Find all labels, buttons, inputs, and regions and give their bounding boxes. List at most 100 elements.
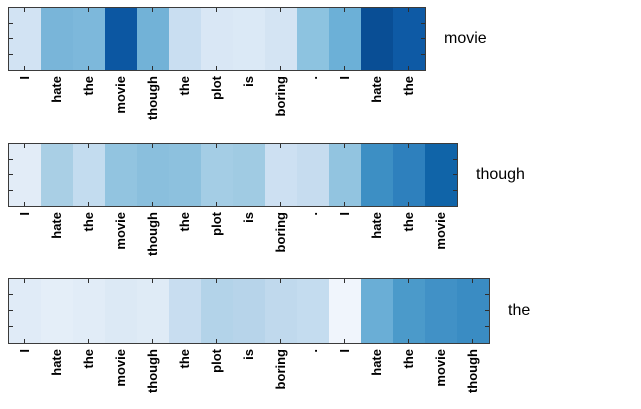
heatmap-cell-movie: [105, 144, 137, 206]
x-tick-label: I: [337, 76, 353, 80]
x-axis-tick: [88, 8, 89, 12]
x-tick-label: hate: [369, 76, 385, 103]
heatmap-cell-the: [73, 8, 105, 70]
x-tick-label: movie: [113, 349, 129, 387]
x-axis-tick: [344, 144, 345, 148]
heatmap-cell-the: [169, 8, 201, 70]
y-axis-tick: [485, 326, 489, 327]
y-axis-tick: [9, 189, 13, 191]
x-axis-tick: [24, 8, 25, 12]
x-axis-tick: [280, 339, 281, 343]
x-tick-label: boring: [273, 76, 289, 117]
heatmap-cell-though: [137, 144, 169, 206]
x-axis-tick: [24, 66, 25, 70]
heatmap-cell-the: [393, 8, 425, 70]
x-tick-label: boring: [273, 212, 289, 253]
heatmap-cell-I: [9, 8, 41, 70]
x-tick-label: the: [401, 212, 417, 232]
x-axis-tick: [216, 8, 217, 12]
x-axis-tick: [344, 202, 345, 206]
y-axis-tick: [9, 22, 13, 24]
y-axis-tick: [453, 189, 457, 191]
x-axis-tick: [216, 202, 217, 206]
x-tick-label: .: [305, 212, 321, 216]
x-tick-label: though: [145, 212, 161, 257]
heatmap-strip: [8, 278, 490, 344]
x-axis-tick: [152, 339, 153, 343]
x-axis-tick: [24, 144, 25, 148]
x-tick-label: is: [241, 76, 257, 87]
x-axis-tick: [280, 144, 281, 148]
x-tick-label: is: [241, 212, 257, 223]
x-axis-tick: [152, 202, 153, 206]
y-axis-tick: [9, 53, 13, 55]
heatmap-cell-is: [233, 8, 265, 70]
x-tick-label: movie: [433, 349, 449, 387]
heatmap-cell-hate: [361, 8, 393, 70]
heatmap-strip: [8, 143, 458, 207]
x-tick-label: hate: [49, 349, 65, 376]
x-tick-label: the: [81, 212, 97, 232]
x-axis-tick: [280, 66, 281, 70]
y-axis-tick: [485, 310, 489, 311]
y-axis-tick: [9, 38, 13, 39]
heatmap-cell-the: [169, 279, 201, 343]
x-axis-tick: [280, 202, 281, 206]
y-axis-tick: [9, 310, 13, 311]
heatmap-cell-I: [329, 279, 361, 343]
x-axis-tick: [88, 339, 89, 343]
x-tick-label: plot: [209, 212, 225, 236]
x-tick-label: though: [145, 76, 161, 121]
x-axis-tick: [472, 339, 473, 343]
x-tick-label: movie: [113, 212, 129, 250]
x-tick-label: plot: [209, 349, 225, 373]
heatmap-cell-though: [137, 279, 169, 343]
heatmap-cell-.: [297, 144, 329, 206]
heatmap-cell-the: [73, 144, 105, 206]
x-tick-label: the: [401, 349, 417, 369]
x-axis-tick: [408, 339, 409, 343]
target-word-label: though: [476, 166, 525, 183]
y-axis-tick: [9, 294, 13, 295]
heatmap-cell-boring: [265, 279, 297, 343]
x-axis-tick: [152, 66, 153, 70]
y-axis-tick: [9, 326, 13, 327]
heatmap-cell-I: [329, 144, 361, 206]
heatmap-strip: [8, 7, 426, 71]
x-axis-tick: [88, 202, 89, 206]
heatmap-cell-I: [9, 144, 41, 206]
heatmap-cell-plot: [201, 144, 233, 206]
x-tick-label: plot: [209, 76, 225, 100]
y-axis-tick: [9, 174, 13, 175]
y-axis-tick: [453, 174, 457, 175]
x-tick-label: .: [305, 349, 321, 353]
x-tick-label: I: [17, 76, 33, 80]
heatmap-cell-I: [9, 279, 41, 343]
x-axis-tick: [88, 66, 89, 70]
x-tick-label: hate: [49, 76, 65, 103]
heatmap-cell-is: [233, 279, 265, 343]
x-tick-label: I: [17, 349, 33, 353]
x-tick-label: I: [337, 212, 353, 216]
x-axis-tick: [408, 279, 409, 283]
x-axis-tick: [280, 8, 281, 12]
target-word-label: the: [508, 302, 531, 319]
heatmap-cell-movie: [425, 279, 457, 343]
x-axis-tick: [408, 202, 409, 206]
x-axis-tick: [472, 279, 473, 283]
heatmap-cell-hate: [361, 144, 393, 206]
x-axis-tick: [280, 279, 281, 283]
x-axis-tick: [216, 66, 217, 70]
x-tick-label: hate: [369, 212, 385, 239]
x-axis-tick: [216, 144, 217, 148]
x-tick-label: though: [145, 349, 161, 394]
x-tick-label: movie: [433, 212, 449, 250]
x-axis-tick: [152, 279, 153, 283]
x-tick-label: the: [81, 76, 97, 96]
heatmap-cell-boring: [265, 8, 297, 70]
x-tick-label: hate: [369, 349, 385, 376]
x-tick-label: the: [177, 349, 193, 369]
